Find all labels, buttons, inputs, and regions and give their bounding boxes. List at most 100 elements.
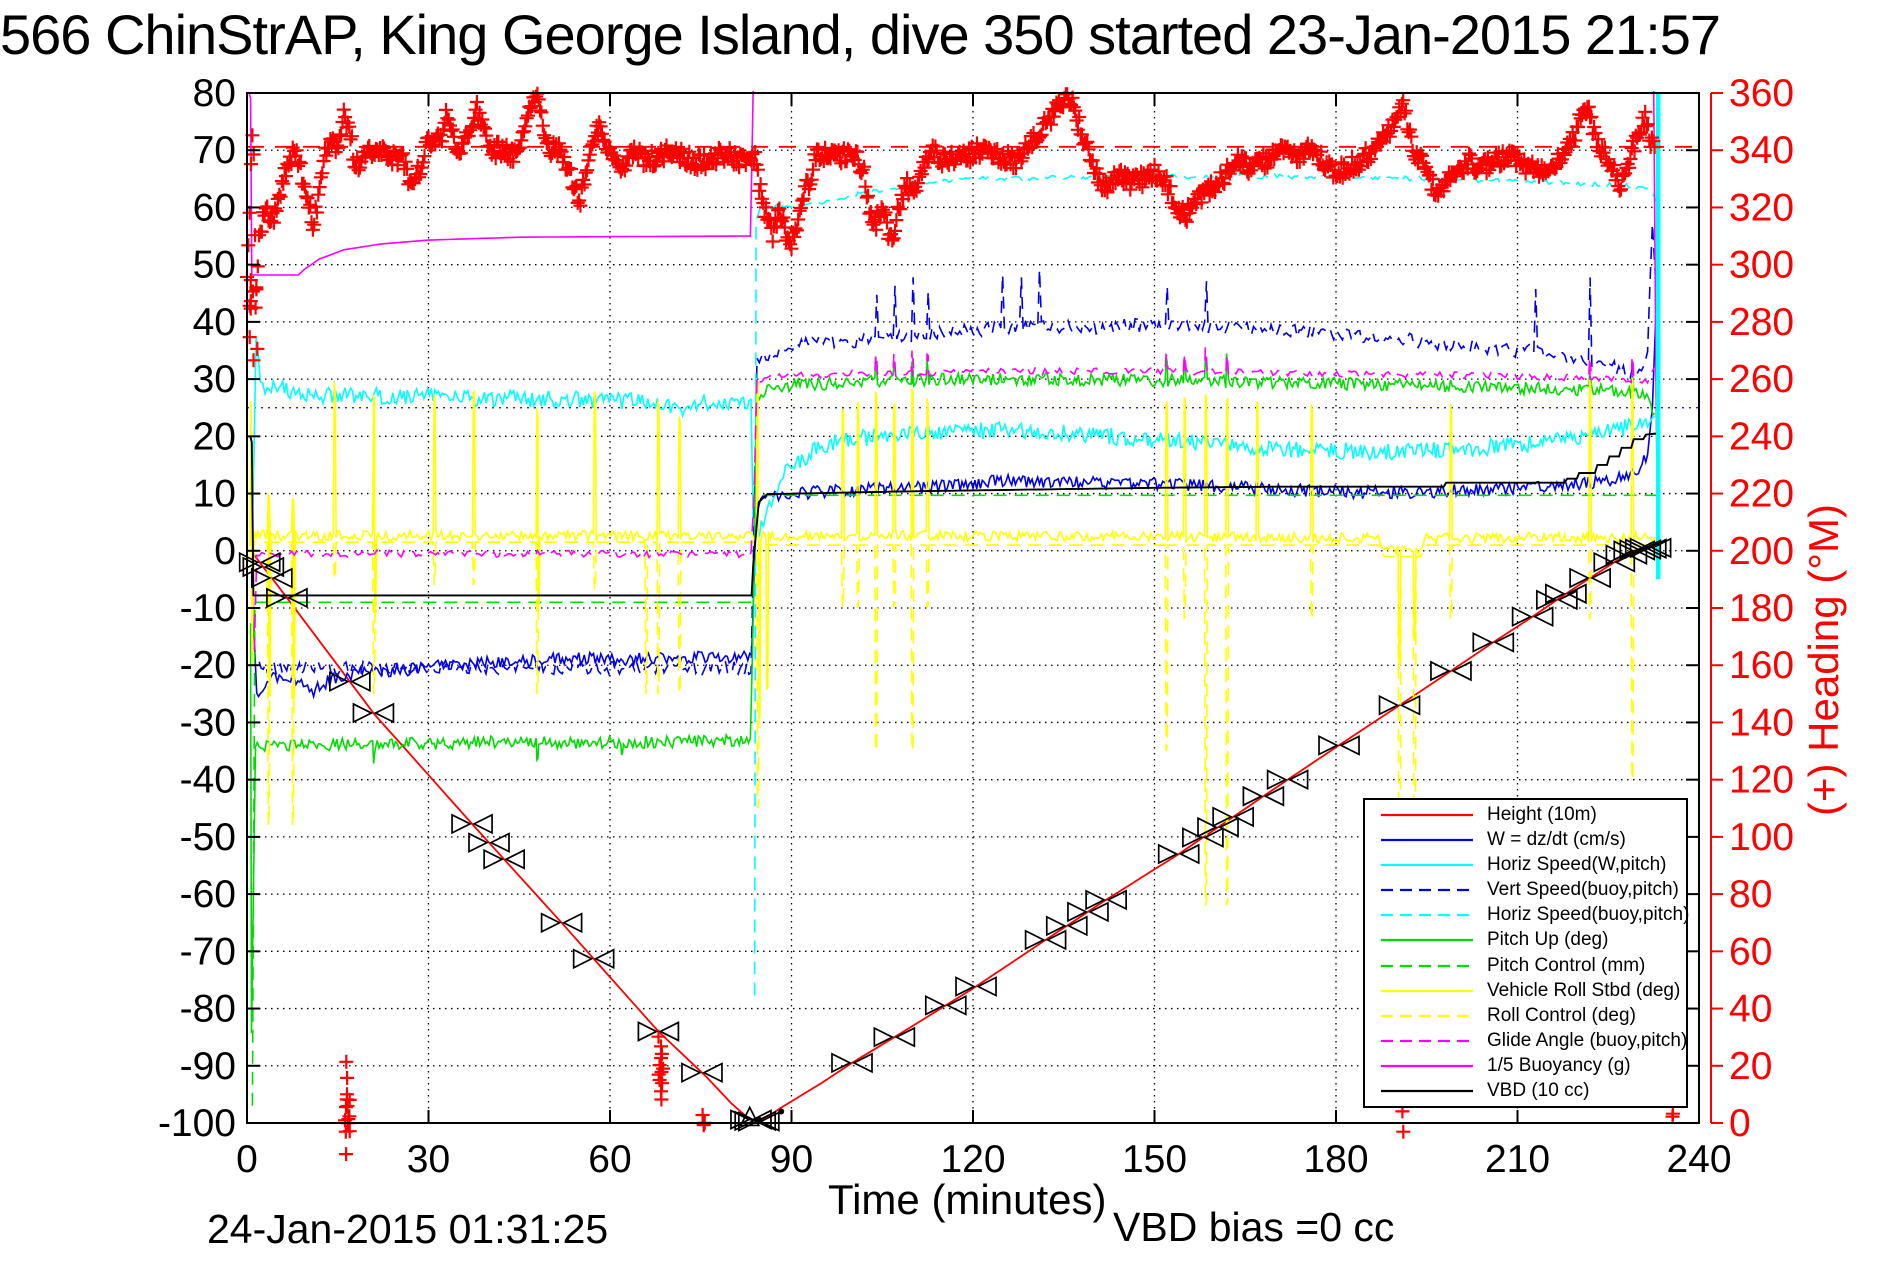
apogee-triangle: [739, 1105, 761, 1127]
series-roll-control: [251, 541, 1657, 1106]
height-marker: [1545, 583, 1587, 605]
y-left-tick-label: -40: [180, 759, 236, 802]
y-left-tick-label: 10: [193, 473, 236, 516]
legend-item: Pitch Control (mm): [1365, 954, 1686, 978]
legend-item-label: Horiz Speed(buoy,pitch): [1487, 904, 1690, 926]
legend-swatch-line: [1381, 813, 1473, 816]
legend-item: Pitch Up (deg): [1365, 928, 1686, 952]
series-vbd: [249, 432, 1657, 597]
legend-item: Horiz Speed(buoy,pitch): [1365, 903, 1690, 927]
y-left-tick-label: 0: [214, 530, 236, 573]
height-marker: [1318, 734, 1360, 756]
x-axis-label: Time (minutes): [828, 1176, 1107, 1223]
y-right-tick-label: 40: [1729, 988, 1772, 1031]
height-marker: [1024, 929, 1067, 951]
height-marker: [1624, 538, 1667, 560]
y-right-tick-label: 0: [1729, 1102, 1751, 1145]
height-marker: [1212, 806, 1254, 828]
y-right-tick-label: 200: [1729, 530, 1794, 573]
y-left-tick-label: 80: [193, 72, 236, 115]
x-tick-label: 180: [1303, 1138, 1368, 1181]
height-marker: [1182, 827, 1224, 848]
height-marker: [451, 813, 493, 835]
height-markers: [238, 537, 1672, 1132]
legend-item: Glide Angle (buoy,pitch): [1365, 1029, 1687, 1053]
height-marker: [873, 1026, 916, 1048]
legend-item: W = dz/dt (cm/s): [1365, 828, 1686, 852]
height-marker: [468, 832, 510, 853]
legend-item: Horiz Speed(W,pitch): [1365, 853, 1686, 877]
legend: Height (10m) W = dz/dt (cm/s) Horiz Speed(…: [1363, 798, 1690, 1108]
height-marker: [238, 551, 281, 573]
series-pitch-up: [249, 353, 1656, 1034]
legend-swatch-line: [1381, 1014, 1473, 1017]
legend-item-label: VBD (10 cc): [1487, 1080, 1590, 1102]
x-tick-label: 30: [407, 1138, 450, 1181]
y-right-tick-label: 320: [1729, 186, 1794, 229]
height-marker: [1242, 785, 1285, 807]
y-left-tick-label: -100: [158, 1102, 236, 1145]
x-tick-label: 150: [1122, 1138, 1187, 1181]
legend-item: VBD (10 cc): [1365, 1079, 1686, 1103]
height-marker: [266, 587, 308, 609]
y-right-tick-label: 280: [1729, 301, 1794, 344]
height-marker: [1197, 816, 1239, 838]
y-right-tick-label: 120: [1729, 759, 1794, 802]
legend-item: 1/5 Buoyancy (g): [1365, 1054, 1686, 1078]
legend-swatch-line: [1381, 989, 1473, 992]
y-right-tick-label: 260: [1729, 358, 1794, 401]
y-right-tick-label: 160: [1729, 644, 1794, 687]
apogee-dot: [755, 1116, 762, 1123]
series-buoyancy: [248, 91, 754, 276]
series-height: [250, 547, 1651, 1123]
height-marker: [1511, 606, 1554, 627]
height-marker: [1472, 631, 1515, 653]
x-tick-label: 90: [770, 1138, 813, 1181]
x-tick-label: 0: [236, 1138, 258, 1181]
dive-end-datetime: 24-Jan-2015 01:31:25: [207, 1206, 609, 1252]
height-marker: [1569, 567, 1611, 589]
legend-swatch-line: [1381, 1039, 1473, 1043]
legend-swatch-line: [1381, 964, 1473, 967]
y-left-tick-label: 60: [193, 186, 236, 229]
height-marker: [1085, 889, 1127, 911]
legend-item: Vehicle Roll Stbd (deg): [1365, 979, 1686, 1003]
height-marker: [924, 994, 967, 1016]
y-left-tick-label: -70: [180, 930, 236, 973]
apogee-dot: [778, 1108, 785, 1115]
legend-item: Roll Control (deg): [1365, 1004, 1686, 1028]
legend-swatch-line: [1381, 1065, 1473, 1068]
legend-item-label: W = dz/dt (cm/s): [1487, 828, 1626, 850]
x-tick-label: 120: [940, 1138, 1005, 1181]
legend-item-label: 1/5 Buoyancy (g): [1487, 1055, 1631, 1077]
x-tick-label: 60: [588, 1138, 631, 1181]
x-tick-label: 210: [1485, 1138, 1550, 1181]
height-marker: [1378, 694, 1421, 716]
legend-swatch-line: [1381, 863, 1473, 866]
y-right-tick-label: 180: [1729, 587, 1794, 630]
y-left-tick-label: -20: [180, 644, 236, 687]
y-right-axis-label: (+) Heading (°M): [1800, 504, 1847, 816]
legend-item-label: Vert Speed(buoy,pitch): [1487, 879, 1679, 901]
height-marker: [352, 702, 395, 724]
y-right-tick-label: 300: [1729, 244, 1794, 287]
height-marker: [1619, 539, 1662, 560]
series-horiz-buoy: [753, 173, 1658, 996]
y-right-tick-label: 80: [1729, 873, 1772, 916]
legend-item: Vert Speed(buoy,pitch): [1365, 878, 1686, 902]
height-marker: [483, 848, 525, 870]
legend-swatch-line: [1381, 1090, 1473, 1093]
legend-swatch-line: [1381, 939, 1473, 942]
y-left-tick-label: 50: [193, 244, 236, 287]
height-marker: [1067, 901, 1109, 923]
y-left-tick-label: 70: [193, 129, 236, 172]
height-marker: [831, 1052, 873, 1074]
y-right-tick-label: 220: [1729, 473, 1794, 516]
y-right-tick-label: 360: [1729, 72, 1794, 115]
height-marker: [1157, 843, 1200, 865]
legend-swatch-line: [1381, 914, 1473, 917]
height-marker: [681, 1062, 723, 1084]
legend-item-label: Pitch Control (mm): [1487, 954, 1646, 976]
